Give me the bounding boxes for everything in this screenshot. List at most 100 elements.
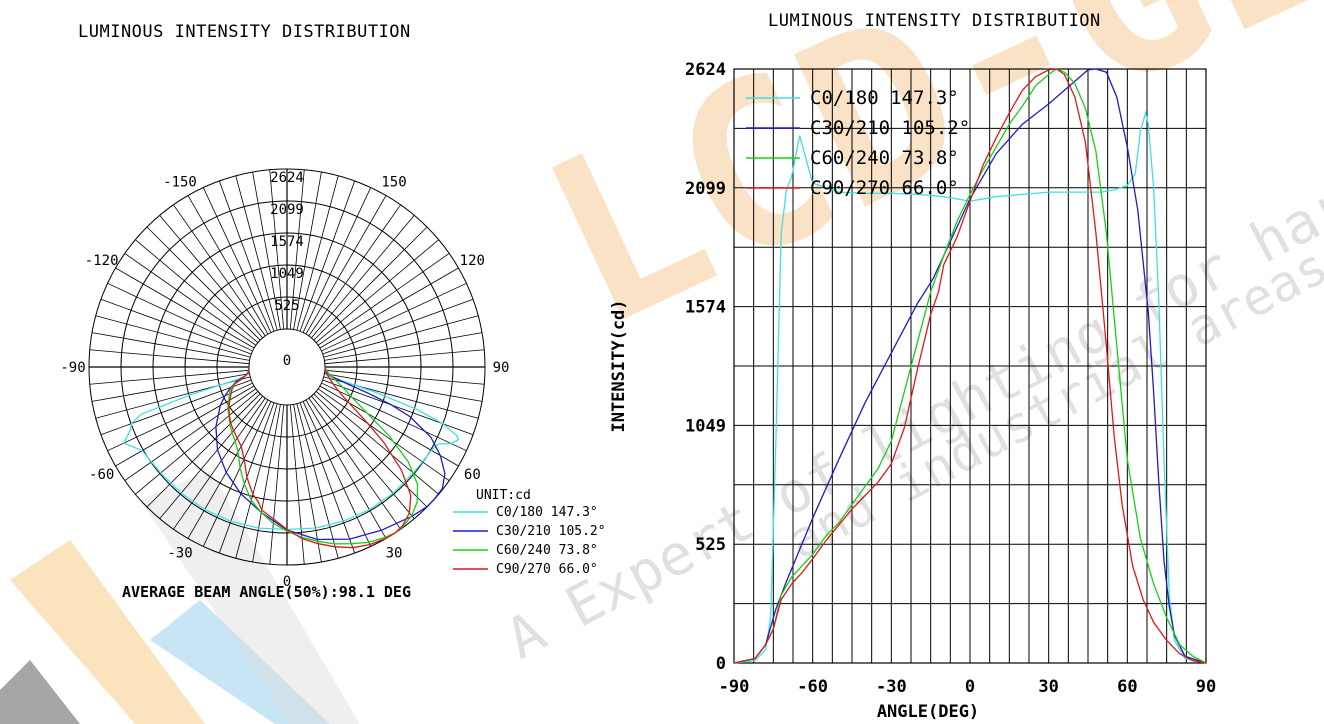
polar-spoke bbox=[299, 402, 356, 554]
polar-spoke bbox=[89, 349, 250, 365]
polar-spoke bbox=[289, 169, 305, 330]
polar-spoke bbox=[296, 403, 339, 559]
polar-spoke bbox=[324, 332, 483, 361]
polar-angle-label: -60 bbox=[89, 467, 114, 483]
x-tick-label: -90 bbox=[719, 677, 750, 697]
x-axis-label: ANGLE(DEG) bbox=[877, 702, 979, 722]
polar-spoke bbox=[124, 388, 257, 481]
polar-spoke bbox=[319, 385, 459, 467]
polar-angle-label: -90 bbox=[60, 360, 85, 376]
x-tick-label: -30 bbox=[876, 677, 907, 697]
polar-radial-tick-label: 2099 bbox=[270, 202, 304, 218]
polar-radial-ticks: 0 525 1049 1574 2099 2624 bbox=[270, 170, 304, 369]
polar-spoke bbox=[319, 267, 459, 349]
polar-spoke bbox=[305, 399, 387, 539]
polar-legend-label: C30/210 105.2° bbox=[496, 524, 606, 539]
polar-spoke bbox=[324, 349, 485, 365]
polar-spoke bbox=[235, 175, 278, 331]
polar-spoke bbox=[202, 401, 272, 547]
polar-legend-label: C0/180 147.3° bbox=[496, 505, 598, 520]
polar-spoke bbox=[252, 404, 281, 563]
polar-unit-label: UNIT:cd bbox=[476, 488, 531, 503]
polar-spoke bbox=[322, 379, 474, 436]
polar-spoke bbox=[100, 379, 252, 436]
x-tick-label: 0 bbox=[965, 677, 975, 697]
legend-label: C90/270 66.0° bbox=[810, 177, 959, 199]
polar-spoke bbox=[124, 253, 257, 346]
polar-curve bbox=[228, 366, 412, 549]
polar-spoke bbox=[202, 187, 272, 333]
polar-spoke bbox=[311, 215, 415, 339]
x-tick-label: 90 bbox=[1196, 677, 1216, 697]
polar-radial-tick-label: 1049 bbox=[270, 266, 304, 282]
polar-footer: AVERAGE BEAM ANGLE(50%):98.1 DEG bbox=[122, 583, 411, 601]
polar-spoke bbox=[91, 373, 250, 402]
polar-spoke bbox=[91, 332, 250, 361]
polar-spoke bbox=[173, 204, 266, 337]
polar-spoke bbox=[296, 175, 339, 331]
polar-angle-label: 120 bbox=[460, 253, 485, 269]
polar-spoke bbox=[313, 226, 428, 341]
polar-legend: C0/180 147.3° C30/210 105.2° C60/240 73.8°… bbox=[453, 505, 606, 577]
polar-spoke bbox=[159, 395, 263, 519]
polar-spoke bbox=[146, 393, 261, 508]
line-chart-title: LUMINOUS INTENSITY DISTRIBUTION bbox=[768, 11, 1101, 31]
polar-spoke bbox=[269, 404, 285, 565]
polar-spoke bbox=[135, 239, 259, 343]
polar-angle-label: -120 bbox=[85, 253, 119, 269]
polar-spoke bbox=[321, 382, 467, 452]
polar-spoke bbox=[173, 397, 266, 530]
polar-spoke bbox=[315, 239, 439, 343]
polar-angle-labels: -150 150 -120 120 -90 90 -60 60 -30 30 0 bbox=[60, 175, 509, 590]
polar-chart: 0 525 1049 1574 2099 2624 -150 150 -120 120 -90 90… bbox=[60, 168, 606, 601]
polar-radial-tick-label: 1574 bbox=[270, 234, 304, 250]
polar-spoke bbox=[115, 267, 255, 349]
polar-spoke bbox=[324, 369, 485, 385]
polar-spoke bbox=[293, 404, 322, 563]
legend-label: C0/180 147.3° bbox=[810, 87, 959, 109]
y-axis-label: INTENSITY(cd) bbox=[609, 299, 629, 432]
polar-spoke bbox=[302, 187, 372, 333]
y-axis-ticks: 0 525 1049 1574 2099 2624 bbox=[685, 60, 726, 674]
series-line bbox=[733, 110, 1207, 664]
polar-spoke bbox=[302, 401, 372, 547]
polar-radial-tick-label: 525 bbox=[274, 298, 299, 314]
polar-spoke bbox=[100, 298, 252, 355]
polar-spoke bbox=[218, 180, 275, 332]
x-tick-label: 30 bbox=[1038, 677, 1058, 697]
polar-angle-label: 30 bbox=[386, 545, 403, 561]
polar-spoke bbox=[89, 369, 250, 385]
polar-spoke bbox=[187, 399, 269, 539]
polar-spoke bbox=[146, 226, 261, 341]
y-tick-label: 0 bbox=[716, 654, 726, 674]
x-axis-ticks: -90 -60 -30 0 30 60 90 bbox=[719, 677, 1217, 697]
series-line bbox=[733, 68, 1207, 664]
polar-spoke bbox=[299, 180, 356, 332]
polar-curves bbox=[122, 366, 460, 549]
y-tick-label: 2624 bbox=[685, 60, 726, 80]
polar-angle-label: -30 bbox=[167, 545, 192, 561]
polar-radial-tick-label: 0 bbox=[283, 353, 291, 369]
polar-spoke bbox=[317, 388, 450, 481]
polar-spoke bbox=[159, 215, 263, 339]
polar-chart-title: LUMINOUS INTENSITY DISTRIBUTION bbox=[78, 22, 411, 42]
legend-label: C60/240 73.8° bbox=[810, 147, 959, 169]
polar-angle-label: 150 bbox=[381, 175, 406, 191]
polar-spoke bbox=[308, 397, 401, 530]
y-tick-label: 1049 bbox=[685, 417, 726, 437]
polar-spoke bbox=[269, 169, 285, 330]
polar-spoke bbox=[293, 171, 322, 330]
polar-angle-label: 90 bbox=[493, 360, 510, 376]
polar-spoke bbox=[95, 315, 251, 358]
polar-spoke bbox=[324, 373, 483, 402]
polar-angle-label: 60 bbox=[464, 467, 481, 483]
polar-spoke bbox=[311, 395, 415, 519]
polar-spoke bbox=[305, 195, 387, 335]
polar-angle-label: -150 bbox=[163, 175, 197, 191]
polar-spoke bbox=[317, 253, 450, 346]
polar-legend-label: C90/270 66.0° bbox=[496, 562, 598, 577]
polar-spoke bbox=[308, 204, 401, 337]
polar-radial-tick-label: 2624 bbox=[270, 170, 304, 186]
line-chart-series bbox=[733, 68, 1207, 664]
polar-angle-label: 0 bbox=[283, 574, 291, 590]
